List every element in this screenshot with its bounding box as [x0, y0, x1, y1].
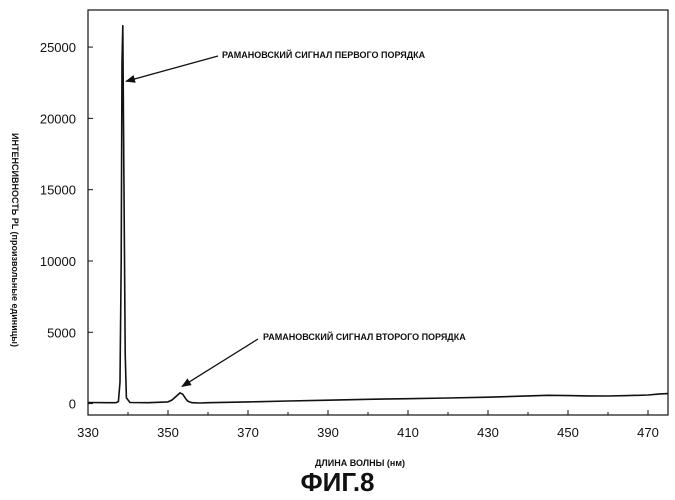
x-tick-label: 470: [637, 425, 659, 440]
x-tick-label: 370: [237, 425, 259, 440]
y-tick-label: 25000: [40, 40, 76, 55]
plot-frame: [88, 10, 668, 415]
x-tick-label: 450: [557, 425, 579, 440]
x-tick-label: 410: [397, 425, 419, 440]
axis-ticks: 330 350 370 390 410 430 450 470 0 5000 10000 15000 2…: [40, 40, 659, 440]
x-tick-label: 390: [317, 425, 339, 440]
annotation-label: РАМАНОВСКИЙ СИГНАЛ ПЕРВОГО ПОРЯДКА: [222, 49, 426, 60]
x-tick-label: 430: [477, 425, 499, 440]
y-tick-label: 0: [69, 397, 76, 412]
y-tick-label: 10000: [40, 254, 76, 269]
x-tick-label: 350: [157, 425, 179, 440]
y-tick-label: 20000: [40, 111, 76, 126]
y-tick-label: 5000: [47, 325, 76, 340]
annotation-arrow: [182, 339, 258, 386]
annotation-label: РАМАНОВСКИЙ СИГНАЛ ВТОРОГО ПОРЯДКА: [263, 331, 466, 342]
spectrum-chart: 330 350 370 390 410 430 450 470 0 5000 10000 15000 2…: [0, 0, 675, 470]
y-tick-label: 15000: [40, 183, 76, 198]
annotation-arrow: [126, 56, 218, 81]
annotations: РАМАНОВСКИЙ СИГНАЛ ПЕРВОГО ПОРЯДКА РАМАНО…: [126, 49, 466, 386]
figure-caption: ФИГ.8: [0, 467, 675, 498]
x-tick-label: 330: [77, 425, 99, 440]
spectrum-line: [88, 26, 668, 403]
y-axis-label: ИНТЕНСИВНОСТЬ PL (произвольные единицы): [10, 133, 20, 347]
